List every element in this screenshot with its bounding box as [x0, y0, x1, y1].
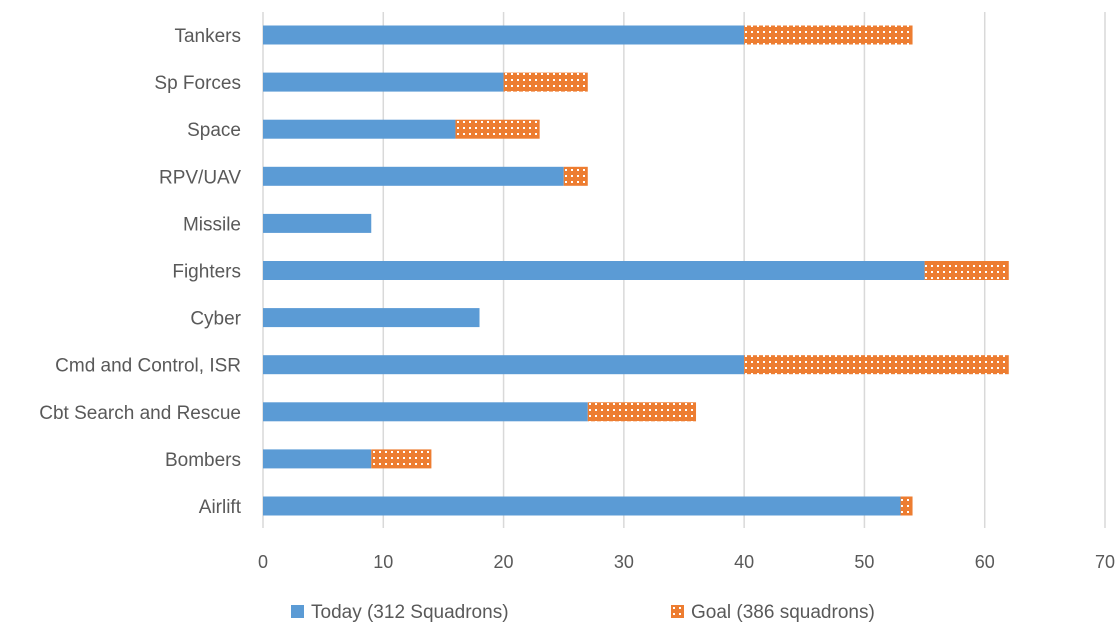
bar-today: [263, 25, 745, 45]
x-tick-label: 0: [258, 552, 268, 572]
legend: Today (312 Squadrons) Goal (386 squadron…: [291, 602, 875, 623]
bar-goal: [455, 119, 540, 139]
category-label: Cbt Search and Rescue: [39, 403, 241, 424]
bar-goal: [924, 261, 1009, 280]
bar-today: [263, 449, 372, 469]
category-label: Missile: [183, 214, 241, 235]
bar-goal: [371, 449, 432, 469]
category-label: Tankers: [174, 26, 241, 47]
bar-goal: [587, 402, 697, 422]
bar-today: [263, 308, 480, 328]
bars: [263, 25, 1009, 516]
x-tick-label: 50: [854, 552, 874, 572]
bar-goal: [744, 355, 1009, 375]
category-label: Bombers: [165, 450, 241, 471]
category-labels: Tankers Sp Forces Space RPV/UAV Missile Fight…: [39, 26, 241, 518]
bar-today: [263, 355, 745, 375]
category-label: Fighters: [172, 262, 241, 283]
x-tick-label: 60: [975, 552, 995, 572]
bar-today: [263, 119, 456, 139]
category-label: Airlift: [199, 497, 242, 518]
legend-swatch-goal: [671, 605, 684, 618]
bar-goal: [744, 25, 913, 45]
x-tick-label: 20: [494, 552, 514, 572]
bar-today: [263, 261, 925, 280]
legend-label-goal: Goal (386 squadrons): [691, 602, 875, 623]
x-axis-ticks: 0 10 20 30 40 50 60 70: [258, 552, 1115, 572]
bar-goal: [503, 72, 588, 92]
category-label: Sp Forces: [154, 73, 241, 94]
x-tick-label: 10: [373, 552, 393, 572]
legend-swatch-today: [291, 605, 304, 618]
bar-goal: [563, 166, 588, 186]
x-tick-label: 30: [614, 552, 634, 572]
bar-today: [263, 166, 564, 186]
bar-today: [263, 72, 504, 92]
bar-goal: [900, 496, 913, 516]
bar-today: [263, 496, 901, 516]
category-label: RPV/UAV: [159, 167, 241, 188]
category-label: Space: [187, 120, 241, 141]
legend-label-today: Today (312 Squadrons): [311, 602, 509, 623]
x-tick-label: 40: [734, 552, 754, 572]
category-label: Cyber: [190, 309, 241, 330]
category-label: Cmd and Control, ISR: [55, 356, 241, 377]
bar-today: [263, 213, 372, 233]
x-tick-label: 70: [1095, 552, 1115, 572]
bar-today: [263, 402, 588, 422]
